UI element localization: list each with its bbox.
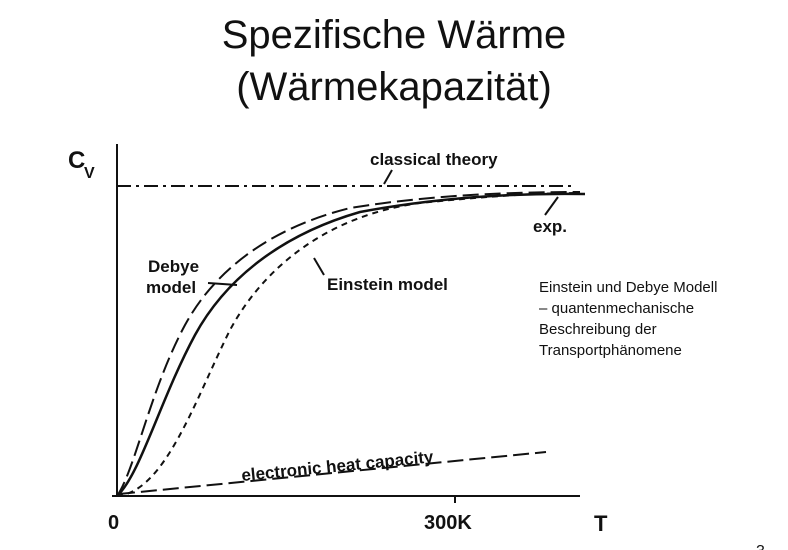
electronic-heat-capacity-line xyxy=(118,451,547,495)
debye-label-line1: Debye xyxy=(148,257,199,276)
y-axis-label-sub: V xyxy=(84,165,95,182)
description-line-2: – quantenmechanische xyxy=(539,300,695,317)
slide-title-line1: Spezifische Wärme xyxy=(221,13,567,57)
einstein-label: Einstein model xyxy=(327,275,448,294)
slide-title-line2: (Wärmekapazität) xyxy=(236,65,552,109)
debye-pointer xyxy=(207,282,238,286)
exp-label: exp. xyxy=(533,217,567,236)
description-line-3: Beschreibung der xyxy=(539,321,657,338)
einstein-model-curve xyxy=(116,192,581,497)
page-number: 3 xyxy=(756,543,765,550)
description-text: Einstein und Debye Modell – quantenmecha… xyxy=(539,277,779,361)
einstein-pointer xyxy=(313,257,325,276)
experimental-curve xyxy=(116,192,586,497)
description-line-1: Einstein und Debye Modell xyxy=(539,279,718,296)
classical-theory-label: classical theory xyxy=(370,150,498,169)
debye-model-curve xyxy=(116,191,581,497)
electronic-heat-capacity-label: electronic heat capacity xyxy=(241,447,435,485)
x-tick-label-0: 0 xyxy=(108,512,119,534)
description-line-4: Transportphänomene xyxy=(539,342,682,359)
x-axis-label: T xyxy=(594,511,608,536)
y-axis-label: C xyxy=(68,147,85,174)
debye-label-line2: model xyxy=(146,278,196,297)
exp-pointer xyxy=(544,196,559,216)
x-tick-label-300k: 300K xyxy=(424,512,472,534)
classical-theory-pointer xyxy=(383,169,393,185)
